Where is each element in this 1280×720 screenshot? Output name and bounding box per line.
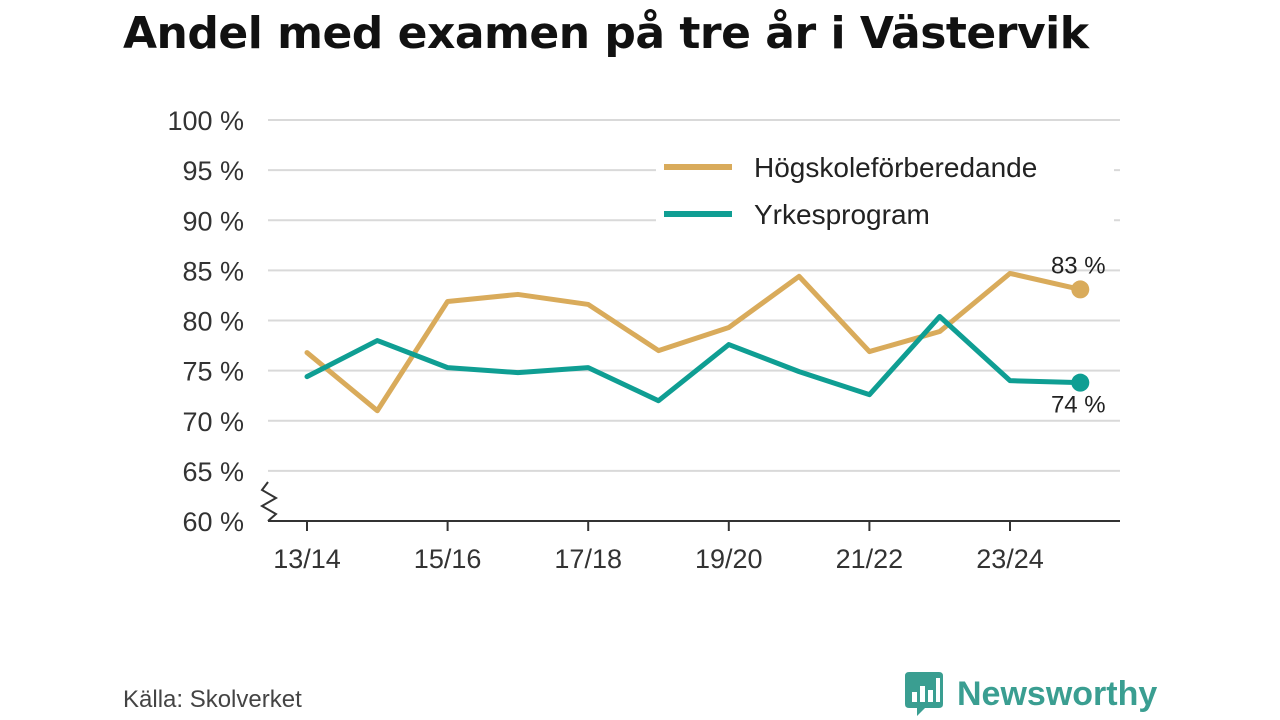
brand-logo[interactable]: Newsworthy	[903, 670, 1157, 718]
y-tick-label: 65 %	[182, 457, 244, 487]
x-tick-label: 13/14	[273, 544, 341, 574]
x-tick-label: 21/22	[836, 544, 904, 574]
end-value-label: 83 %	[1051, 252, 1106, 279]
bar-chart-speech-bubble-icon	[905, 672, 943, 716]
source-note: Källa: Skolverket	[123, 686, 302, 713]
y-tick-label: 95 %	[182, 156, 244, 186]
legend-label: Högskoleförberedande	[754, 152, 1037, 183]
x-tick-label: 15/16	[414, 544, 482, 574]
x-tick-label: 23/24	[976, 544, 1044, 574]
y-tick-label: 90 %	[182, 206, 244, 236]
chart-title: Andel med examen på tre år i Västervik	[123, 8, 1089, 59]
axis-break-icon	[259, 481, 279, 522]
legend-label: Yrkesprogram	[754, 199, 930, 230]
y-tick-label: 80 %	[182, 307, 244, 337]
x-axis: 13/14 15/16 17/18 19/20 21/22 23/24	[259, 481, 1120, 574]
y-tick-label: 70 %	[182, 407, 244, 437]
y-tick-label: 60 %	[182, 507, 244, 537]
series-line-2	[304, 313, 1083, 404]
y-tick-label: 85 %	[182, 256, 244, 286]
y-axis-ticks: 60 % 65 % 70 % 75 % 80 % 85 % 90 % 95 % 100 %	[167, 106, 244, 537]
y-tick-label: 100 %	[167, 106, 244, 136]
end-point-marker	[1071, 373, 1090, 392]
series-lines	[304, 270, 1090, 414]
end-point-marker	[1071, 280, 1090, 299]
brand-name: Newsworthy	[957, 674, 1158, 713]
end-labels: 83 % 74 %	[1051, 252, 1106, 418]
x-tick-label: 19/20	[695, 544, 763, 574]
series-line-1	[304, 270, 1083, 414]
legend: Högskoleförberedande Yrkesprogram	[656, 140, 1114, 240]
y-tick-label: 75 %	[182, 357, 244, 387]
end-value-label: 74 %	[1051, 392, 1106, 419]
x-tick-label: 17/18	[554, 544, 622, 574]
legend-background	[656, 140, 1114, 240]
